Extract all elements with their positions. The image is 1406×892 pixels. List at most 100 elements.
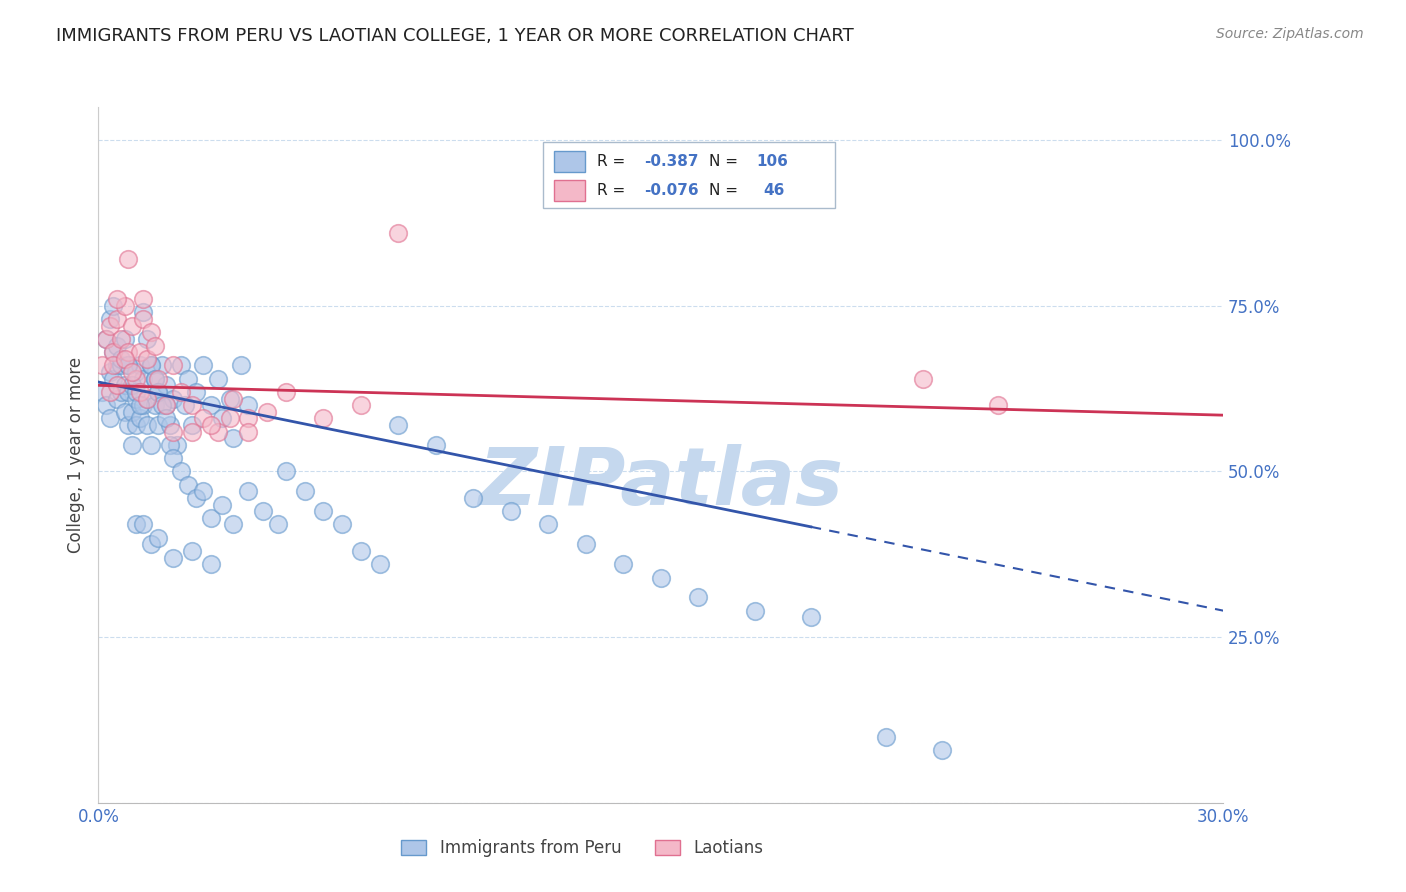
Point (148, 372, 170, 386)
Point (117, 418, 139, 433)
Point (117, 359, 139, 373)
Text: 106: 106 (756, 153, 789, 169)
Point (368, 558, 391, 572)
Point (222, 392, 245, 406)
Point (114, 405, 136, 419)
Point (155, 411, 177, 425)
Point (931, 743, 953, 757)
Point (128, 384, 150, 399)
Point (425, 438, 447, 452)
Point (162, 359, 184, 373)
Text: N =: N = (709, 183, 748, 198)
Point (125, 372, 148, 386)
Point (181, 544, 204, 558)
Point (121, 438, 143, 452)
Point (177, 372, 200, 386)
Point (105, 312, 128, 326)
Point (162, 392, 184, 406)
Point (139, 438, 162, 452)
Point (139, 326, 162, 340)
Point (105, 292, 128, 306)
Point (91, 384, 114, 399)
Point (110, 332, 132, 346)
Point (132, 292, 155, 306)
Point (211, 498, 233, 512)
Point (128, 345, 150, 359)
Point (159, 418, 181, 433)
Point (350, 398, 373, 412)
Point (193, 411, 215, 425)
Point (125, 392, 148, 406)
Point (200, 558, 222, 572)
Point (193, 359, 215, 373)
Point (110, 384, 132, 399)
Point (125, 418, 148, 433)
Point (207, 425, 229, 439)
Point (274, 384, 297, 399)
Point (170, 384, 193, 399)
Point (136, 392, 159, 406)
Point (159, 438, 181, 452)
Point (117, 359, 139, 373)
Point (912, 372, 935, 386)
Point (173, 398, 195, 412)
Point (193, 484, 215, 499)
Point (575, 537, 598, 551)
Text: -0.076: -0.076 (644, 183, 699, 198)
Point (128, 411, 150, 425)
Point (252, 504, 274, 518)
Point (177, 477, 200, 491)
Point (94, 398, 117, 412)
FancyBboxPatch shape (543, 142, 835, 208)
Point (125, 365, 148, 379)
Point (312, 411, 335, 425)
Point (103, 372, 125, 386)
Point (294, 484, 316, 499)
Point (875, 730, 897, 744)
Point (132, 305, 155, 319)
Point (200, 418, 222, 433)
Legend: Immigrants from Peru, Laotians: Immigrants from Peru, Laotians (395, 833, 769, 864)
Point (139, 359, 162, 373)
Point (128, 398, 150, 412)
Point (184, 384, 207, 399)
Point (162, 425, 184, 439)
Point (114, 299, 136, 313)
Point (170, 359, 193, 373)
Point (132, 372, 155, 386)
Point (150, 359, 173, 373)
Point (143, 372, 166, 386)
Point (463, 491, 485, 505)
Point (148, 531, 170, 545)
Point (105, 392, 128, 406)
Point (103, 345, 125, 359)
Point (128, 359, 150, 373)
Point (387, 418, 409, 433)
Point (155, 398, 177, 412)
Y-axis label: College, 1 year or more: College, 1 year or more (66, 357, 84, 553)
Point (537, 517, 560, 532)
Point (229, 359, 252, 373)
Point (110, 351, 132, 366)
Bar (554, 180, 585, 201)
Point (238, 398, 260, 412)
Point (350, 544, 373, 558)
Text: ZIPatlas: ZIPatlas (478, 443, 844, 522)
Point (387, 226, 409, 240)
Point (207, 372, 229, 386)
Point (312, 504, 335, 518)
Point (103, 299, 125, 313)
Point (222, 431, 245, 445)
Point (114, 332, 136, 346)
Point (105, 378, 128, 392)
Point (148, 384, 170, 399)
Point (136, 418, 159, 433)
Point (688, 591, 710, 605)
Text: -0.387: -0.387 (644, 153, 699, 169)
Point (139, 537, 162, 551)
Point (121, 318, 143, 333)
Point (103, 359, 125, 373)
Point (987, 398, 1010, 412)
Point (121, 378, 143, 392)
Point (117, 345, 139, 359)
